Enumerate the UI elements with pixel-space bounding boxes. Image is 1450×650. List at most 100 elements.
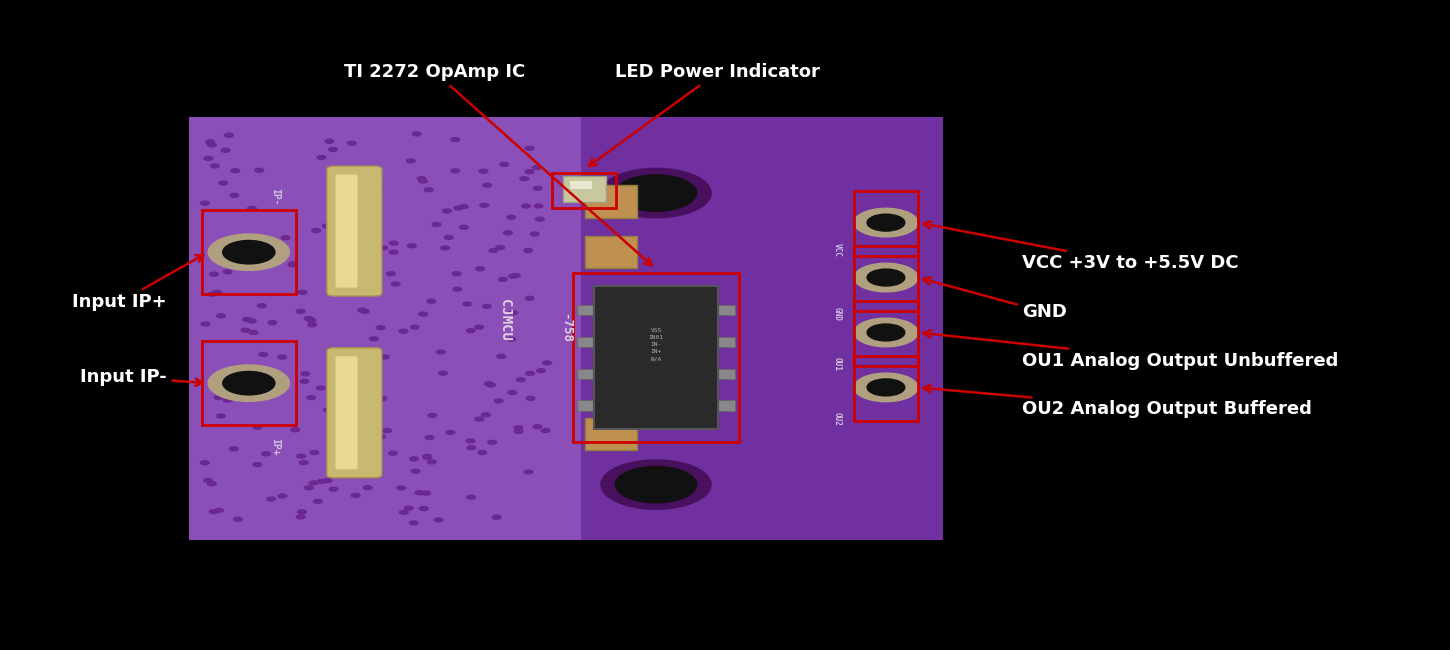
Text: GND: GND [832, 307, 841, 320]
Circle shape [323, 478, 332, 482]
Circle shape [213, 291, 222, 294]
Circle shape [229, 447, 238, 450]
Circle shape [492, 515, 500, 519]
Circle shape [329, 488, 338, 491]
Circle shape [225, 133, 233, 137]
Circle shape [399, 330, 407, 333]
Circle shape [600, 460, 710, 510]
Circle shape [206, 140, 215, 144]
Text: CJMCU: CJMCU [499, 299, 512, 341]
Circle shape [516, 378, 525, 382]
Circle shape [328, 216, 336, 220]
Circle shape [531, 232, 539, 236]
Circle shape [412, 469, 420, 473]
Bar [584, 418, 637, 450]
Text: OU2: OU2 [832, 412, 841, 426]
Circle shape [323, 408, 332, 412]
Text: LED Power Indicator: LED Power Indicator [589, 63, 821, 166]
Circle shape [304, 486, 313, 489]
Circle shape [255, 168, 264, 172]
Text: IP-: IP- [270, 188, 280, 206]
Bar [552, 172, 616, 208]
Text: -758: -758 [560, 313, 571, 343]
Bar [577, 400, 594, 411]
Circle shape [867, 324, 905, 341]
Text: IP+: IP+ [270, 437, 280, 456]
Circle shape [536, 369, 545, 372]
Circle shape [316, 386, 325, 390]
Circle shape [309, 481, 318, 485]
Circle shape [383, 428, 392, 432]
Circle shape [436, 350, 445, 354]
Circle shape [296, 309, 304, 313]
Circle shape [341, 225, 349, 229]
Circle shape [542, 361, 551, 365]
Circle shape [615, 467, 696, 503]
Circle shape [223, 398, 232, 402]
Circle shape [344, 437, 352, 441]
Circle shape [322, 224, 331, 228]
Circle shape [262, 452, 271, 456]
FancyBboxPatch shape [335, 356, 358, 469]
Bar [854, 356, 918, 421]
Circle shape [204, 157, 213, 161]
Circle shape [419, 506, 428, 510]
Circle shape [248, 319, 257, 323]
Text: VSS
IN01
IN-
IN+
N/A: VSS IN01 IN- IN+ N/A [648, 328, 664, 361]
Circle shape [268, 320, 277, 324]
Bar [188, 117, 580, 540]
Bar [584, 185, 637, 218]
Circle shape [215, 396, 223, 400]
Circle shape [357, 213, 365, 217]
Circle shape [209, 234, 290, 270]
Circle shape [267, 238, 276, 242]
Circle shape [297, 510, 306, 514]
Circle shape [231, 193, 239, 197]
Bar [577, 337, 594, 347]
Bar [202, 341, 296, 426]
Circle shape [241, 328, 249, 332]
Circle shape [412, 132, 420, 136]
Circle shape [487, 440, 496, 444]
Circle shape [444, 235, 452, 239]
Circle shape [535, 217, 544, 221]
Circle shape [387, 272, 396, 276]
Circle shape [509, 274, 518, 278]
Circle shape [441, 246, 450, 250]
Circle shape [233, 517, 242, 521]
Circle shape [300, 380, 309, 383]
Circle shape [334, 417, 342, 421]
Circle shape [232, 254, 241, 257]
Circle shape [600, 168, 710, 218]
Circle shape [289, 263, 297, 266]
Circle shape [867, 214, 905, 231]
Circle shape [854, 208, 918, 237]
Circle shape [200, 461, 209, 465]
Circle shape [467, 446, 476, 450]
Circle shape [867, 379, 905, 396]
Circle shape [326, 274, 335, 278]
Bar [594, 287, 718, 429]
Circle shape [377, 435, 386, 439]
Bar [718, 305, 735, 315]
FancyBboxPatch shape [335, 174, 358, 287]
Circle shape [318, 155, 326, 159]
Circle shape [423, 454, 432, 458]
Circle shape [307, 318, 316, 322]
Circle shape [410, 457, 419, 461]
Circle shape [364, 486, 373, 489]
Circle shape [374, 185, 383, 189]
Circle shape [476, 267, 484, 271]
Circle shape [463, 302, 471, 306]
Circle shape [325, 139, 334, 143]
Circle shape [377, 326, 386, 330]
Circle shape [203, 478, 212, 482]
Circle shape [223, 240, 276, 264]
Circle shape [210, 272, 219, 276]
Circle shape [281, 236, 290, 240]
Circle shape [207, 482, 216, 486]
Circle shape [299, 291, 307, 294]
Circle shape [242, 317, 251, 321]
Circle shape [521, 177, 529, 181]
Circle shape [304, 317, 313, 320]
